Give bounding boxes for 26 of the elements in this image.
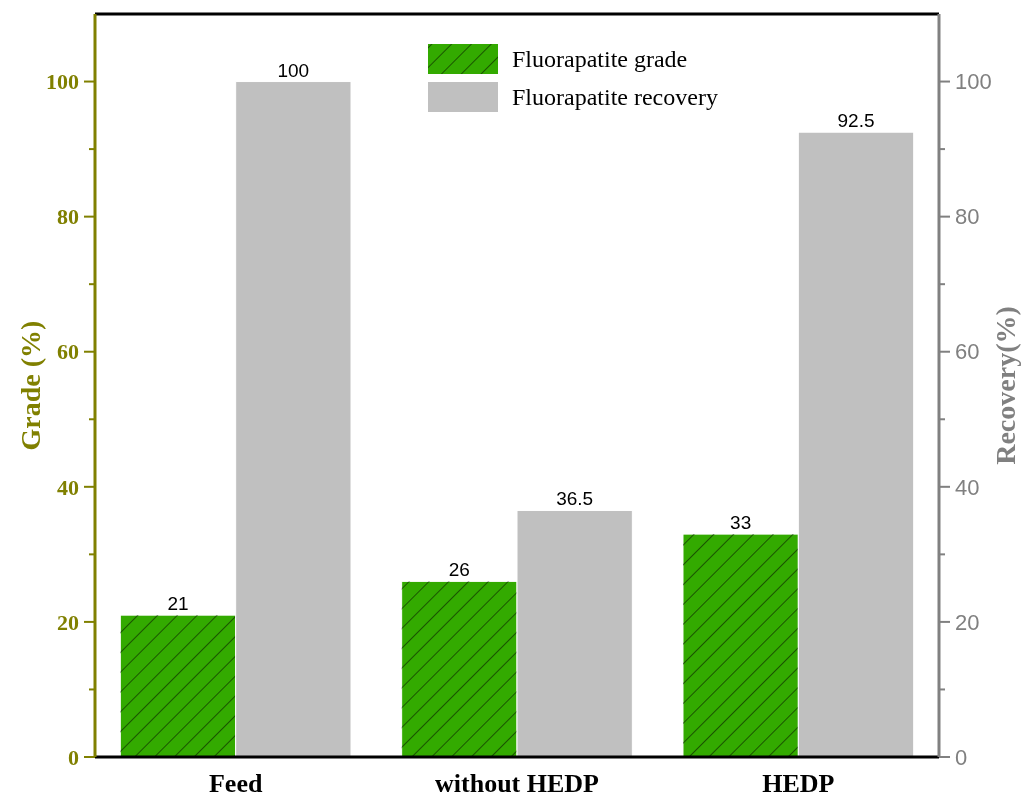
y-axis-title: Grade (%) [15, 320, 46, 451]
y-tick-label: 60 [57, 339, 79, 365]
data-label: 100 [277, 59, 310, 81]
data-label: 92.5 [837, 110, 875, 132]
y-tick-label: 100 [46, 69, 79, 95]
legend-label: Fluorapatite grade [512, 46, 688, 73]
y2-tick-label: 0 [955, 744, 968, 770]
y-tick-label: 40 [57, 474, 79, 500]
x-tick-label: HEDP [762, 769, 835, 798]
data-label: 21 [167, 593, 189, 615]
y-tick-label: 0 [68, 744, 79, 770]
y-tick-label: 80 [57, 204, 79, 230]
y2-tick-label: 100 [955, 69, 992, 95]
legend-label: Fluorapatite recovery [512, 84, 718, 111]
data-label: 33 [730, 512, 752, 534]
bar [235, 81, 352, 758]
y2-tick-label: 40 [955, 474, 980, 500]
y2-axis-title: Recovery(%) [990, 306, 1021, 465]
data-label: 26 [448, 559, 470, 581]
y-tick-label: 20 [57, 609, 79, 635]
y2-tick-label: 80 [955, 204, 980, 230]
y2-tick-label: 20 [955, 609, 980, 635]
data-label: 36.5 [556, 488, 594, 510]
x-tick-label: without HEDP [435, 769, 600, 798]
x-tick-label: Feed [208, 769, 263, 798]
y2-tick-label: 60 [955, 339, 980, 365]
